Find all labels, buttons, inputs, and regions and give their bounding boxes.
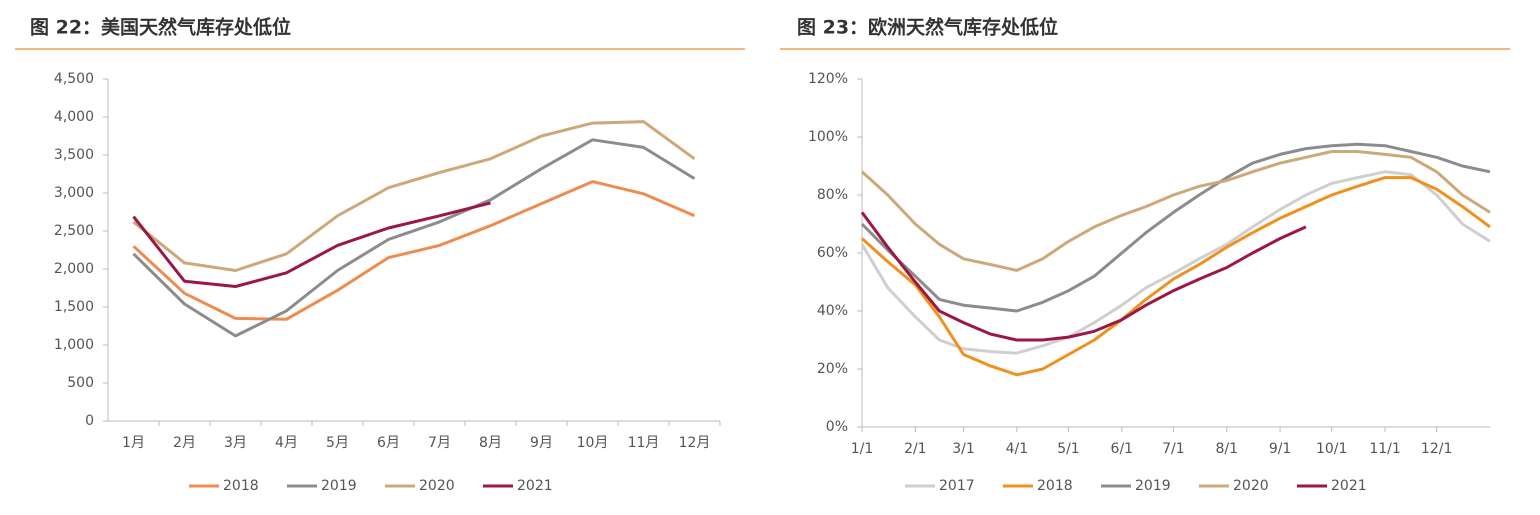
legend-label: 2017 bbox=[939, 478, 975, 494]
x-tick-label: 5/1 bbox=[1057, 441, 1080, 457]
x-tick-label: 4/1 bbox=[1006, 441, 1029, 457]
x-tick-label: 5月 bbox=[326, 435, 349, 451]
chart-title: 图 22：美国天然气库存处低位 bbox=[30, 16, 291, 39]
y-tick-label: 3,500 bbox=[54, 147, 94, 163]
y-tick-label: 40% bbox=[817, 303, 848, 319]
y-tick-label: 500 bbox=[67, 375, 94, 391]
y-tick-label: 60% bbox=[817, 245, 848, 261]
x-tick-label: 8月 bbox=[479, 435, 502, 451]
series-line bbox=[860, 142, 1491, 313]
y-tick-label: 100% bbox=[808, 129, 848, 145]
legend-label: 2021 bbox=[1331, 478, 1367, 494]
y-tick-label: 20% bbox=[817, 361, 848, 377]
x-tick-label: 2月 bbox=[173, 435, 196, 451]
legend-label: 2019 bbox=[321, 478, 357, 494]
y-tick-label: 1,500 bbox=[54, 299, 94, 315]
x-tick-label: 7/1 bbox=[1162, 441, 1185, 457]
series-line bbox=[132, 138, 696, 338]
series-line bbox=[860, 211, 1307, 342]
x-tick-label: 3/1 bbox=[952, 441, 975, 457]
x-tick-label: 7月 bbox=[428, 435, 451, 451]
x-tick-label: 1/1 bbox=[851, 441, 874, 457]
x-tick-label: 9/1 bbox=[1269, 441, 1292, 457]
y-tick-label: 2,000 bbox=[54, 261, 94, 277]
legend-label: 2018 bbox=[223, 478, 259, 494]
chart-title: 图 23：欧洲天然气库存处低位 bbox=[797, 16, 1058, 39]
x-tick-label: 10/1 bbox=[1316, 441, 1347, 457]
legend-label: 2020 bbox=[419, 478, 455, 494]
y-tick-label: 4,000 bbox=[54, 109, 94, 125]
y-tick-label: 80% bbox=[817, 187, 848, 203]
y-tick-label: 2,500 bbox=[54, 223, 94, 239]
series-line bbox=[860, 150, 1491, 272]
series-line bbox=[132, 201, 491, 288]
legend-label: 2021 bbox=[517, 478, 553, 494]
y-tick-label: 3,000 bbox=[54, 185, 94, 201]
y-tick-label: 4,500 bbox=[54, 71, 94, 87]
y-tick-label: 0% bbox=[826, 419, 848, 435]
x-tick-label: 11月 bbox=[628, 435, 660, 451]
series-line bbox=[132, 120, 696, 272]
legend-label: 2018 bbox=[1037, 478, 1073, 494]
x-tick-label: 1月 bbox=[122, 435, 145, 451]
x-tick-label: 10月 bbox=[577, 435, 609, 451]
series-line bbox=[860, 176, 1491, 377]
x-tick-label: 2/1 bbox=[904, 441, 927, 457]
x-tick-label: 3月 bbox=[224, 435, 247, 451]
x-tick-label: 6/1 bbox=[1111, 441, 1134, 457]
x-tick-label: 6月 bbox=[377, 435, 400, 451]
series-line bbox=[132, 180, 696, 321]
x-tick-label: 8/1 bbox=[1215, 441, 1238, 457]
x-tick-label: 12月 bbox=[679, 435, 711, 451]
series-line bbox=[860, 170, 1491, 355]
legend-label: 2020 bbox=[1233, 478, 1269, 494]
legend-label: 2019 bbox=[1135, 478, 1171, 494]
y-tick-label: 1,000 bbox=[54, 337, 94, 353]
x-tick-label: 12/1 bbox=[1421, 441, 1452, 457]
x-tick-label: 11/1 bbox=[1369, 441, 1400, 457]
y-tick-label: 120% bbox=[808, 71, 848, 87]
x-tick-label: 9月 bbox=[530, 435, 553, 451]
y-tick-label: 0 bbox=[85, 413, 94, 429]
x-tick-label: 4月 bbox=[275, 435, 298, 451]
